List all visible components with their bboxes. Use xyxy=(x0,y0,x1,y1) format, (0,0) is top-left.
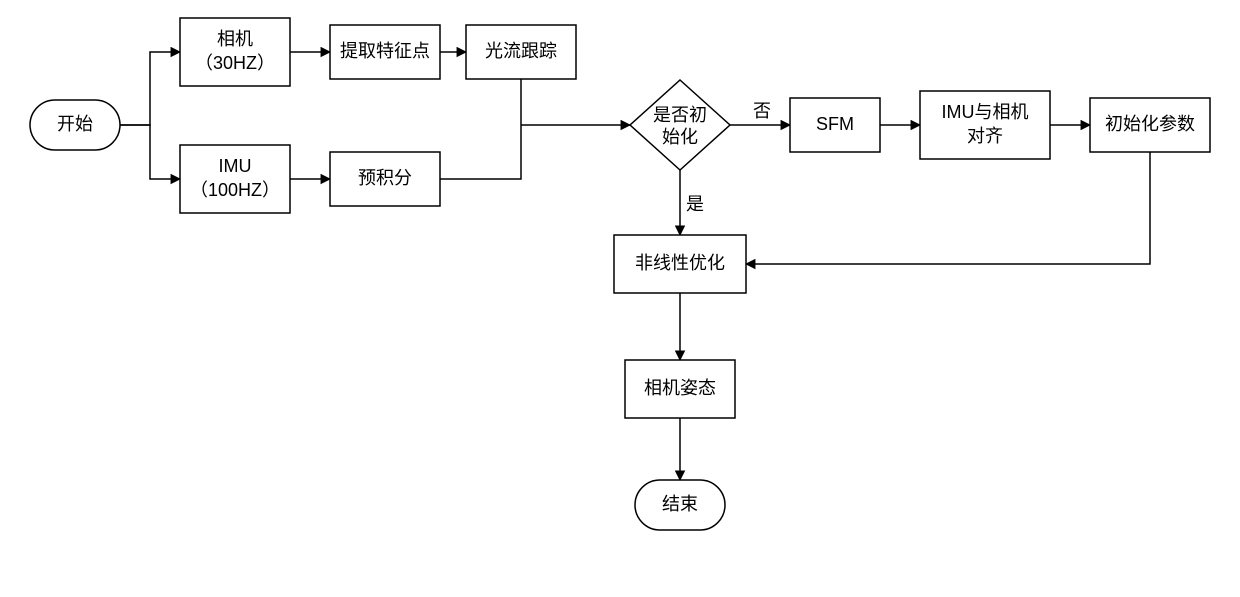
camera-node: 相机 （30HZ） xyxy=(180,18,290,86)
camera-pose-node: 相机姿态 xyxy=(625,360,735,418)
camera-line2: （30HZ） xyxy=(195,53,275,73)
optical-flow-node: 光流跟踪 xyxy=(466,25,576,79)
imu-camera-align-line2: 对齐 xyxy=(967,126,1003,146)
nonlinear-opt-label: 非线性优化 xyxy=(635,253,725,273)
imu-camera-align-line1: IMU与相机 xyxy=(942,102,1029,122)
end-terminal: 结束 xyxy=(635,480,725,530)
start-label: 开始 xyxy=(57,114,93,134)
edge-start-camera xyxy=(120,52,180,125)
preintegration-label: 预积分 xyxy=(358,168,412,188)
sfm-node: SFM xyxy=(790,98,880,152)
camera-pose-label: 相机姿态 xyxy=(644,378,716,398)
decision-line2: 始化 xyxy=(662,127,698,147)
preintegration-node: 预积分 xyxy=(330,152,440,206)
edge-label-decision-sfm: 否 xyxy=(753,101,771,121)
decision-node: 是否初 始化 xyxy=(630,80,730,170)
decision-line1: 是否初 xyxy=(653,105,707,125)
decision-shape xyxy=(630,80,730,170)
edge-preint-join xyxy=(440,125,521,179)
end-label: 结束 xyxy=(662,494,698,514)
edge-init-nlo xyxy=(746,152,1150,264)
imu-line2: （100HZ） xyxy=(190,180,280,200)
imu-camera-align-node: IMU与相机 对齐 xyxy=(920,91,1050,159)
init-param-label: 初始化参数 xyxy=(1105,114,1195,134)
nonlinear-opt-node: 非线性优化 xyxy=(614,235,746,293)
imu-node: IMU （100HZ） xyxy=(180,145,290,213)
edge-start-imu xyxy=(120,125,180,179)
camera-line1: 相机 xyxy=(217,29,253,49)
optical-flow-label: 光流跟踪 xyxy=(485,41,557,61)
feature-extract-label: 提取特征点 xyxy=(340,41,430,61)
imu-line1: IMU xyxy=(219,156,252,176)
init-param-node: 初始化参数 xyxy=(1090,98,1210,152)
sfm-label: SFM xyxy=(816,114,854,134)
start-terminal: 开始 xyxy=(30,100,120,150)
edge-label-decision-nlo: 是 xyxy=(686,194,704,214)
feature-extract-node: 提取特征点 xyxy=(330,25,440,79)
